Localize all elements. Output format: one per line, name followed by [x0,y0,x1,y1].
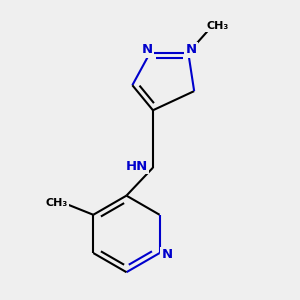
Text: CH₃: CH₃ [45,198,68,208]
Text: N: N [161,248,172,261]
Text: HN: HN [126,160,148,173]
Text: N: N [186,44,197,56]
Text: CH₃: CH₃ [207,21,229,31]
Text: N: N [142,44,153,56]
